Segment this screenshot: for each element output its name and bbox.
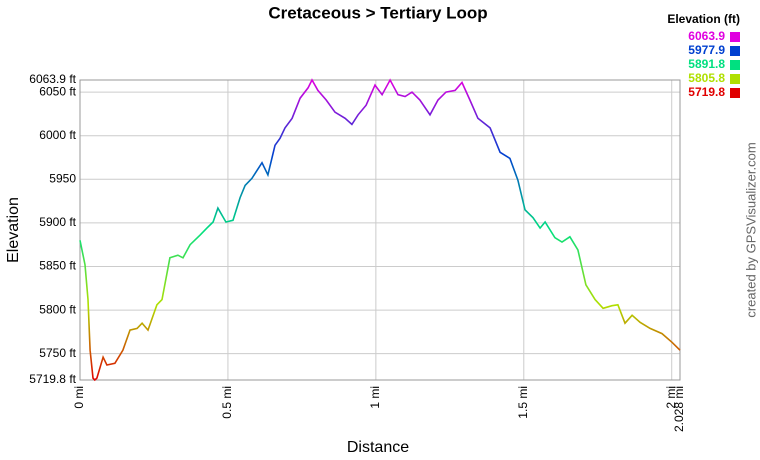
x-tick-label: 1.5 mi [516, 386, 530, 419]
legend-swatch [730, 88, 740, 98]
legend-label: 5977.9 [688, 43, 725, 57]
chart-title: Cretaceous > Tertiary Loop [268, 3, 487, 22]
y-tick-label: 5850 ft [39, 259, 76, 273]
credit: created by GPSVisualizer.com [743, 142, 758, 317]
legend-label: 6063.9 [688, 29, 725, 43]
legend-label: 5805.8 [688, 71, 725, 85]
legend-swatch [730, 74, 740, 84]
legend-label: 5891.8 [688, 57, 725, 71]
x-tick-label: 0.5 mi [220, 386, 234, 419]
legend-title: Elevation (ft) [667, 12, 740, 26]
y-tick-label: 6000 ft [39, 128, 76, 142]
y-tick-label: 5750 ft [39, 346, 76, 360]
x-tick-label: 0 mi [72, 386, 86, 409]
y-tick-label: 5719.8 ft [29, 372, 76, 386]
legend-swatch [730, 46, 740, 56]
y-tick-label: 5800 ft [39, 302, 76, 316]
y-tick-label: 5950 [49, 171, 76, 185]
x-tick-label: 1 mi [368, 386, 382, 409]
y-tick-label: 6063.9 ft [29, 72, 76, 86]
y-tick-label: 6050 ft [39, 84, 76, 98]
elevation-line [79, 78, 681, 382]
x-axis-label: Distance [347, 439, 409, 456]
y-axis-label: Elevation [5, 197, 22, 263]
legend-swatch [730, 60, 740, 70]
legend-label: 5719.8 [688, 85, 725, 99]
plot-frame [79, 79, 681, 381]
legend-swatch [730, 32, 740, 42]
x-tick-label: 2 mi [664, 386, 678, 409]
x-tick-label: 2.028 mi [672, 386, 686, 432]
y-tick-label: 5900 ft [39, 215, 76, 229]
